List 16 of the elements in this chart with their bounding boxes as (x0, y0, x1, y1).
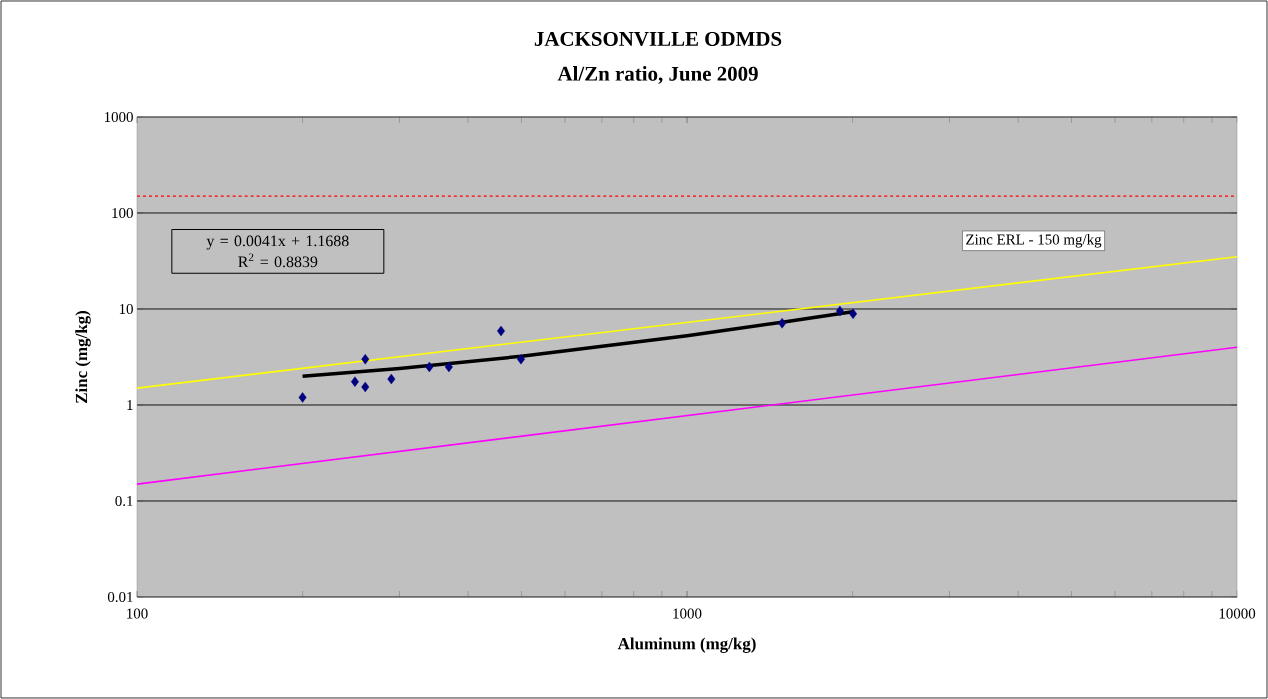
y-tick-label: 1000 (104, 111, 133, 123)
annotation: R$^{2}$ = 0.8839 (238, 253, 318, 268)
y-tick-label: 1 (127, 400, 133, 410)
y-tick-label: 10 (119, 303, 133, 315)
ref-line-label: Zinc ERL - 150 mg/kg (966, 234, 1102, 248)
y-tick-label: 100 (112, 207, 133, 219)
y-axis-title: Zinc (mg/kg) (75, 310, 91, 403)
chart-title: JACKSONVILLE ODMDS (534, 31, 782, 47)
y-tick-label: 0.01 (107, 591, 133, 603)
y-tick-label: 0.1 (115, 495, 133, 507)
x-tick-label: 10000 (1219, 608, 1256, 619)
chart-subtitle: Al/Zn ratio, June 2009 (557, 66, 758, 84)
x-tick-label: 100 (127, 608, 148, 619)
x-axis-title: Aluminum (mg/kg) (617, 637, 756, 653)
annotation: y = 0.0041x + 1.1688 (206, 235, 349, 250)
x-tick-label: 1000 (673, 608, 702, 619)
